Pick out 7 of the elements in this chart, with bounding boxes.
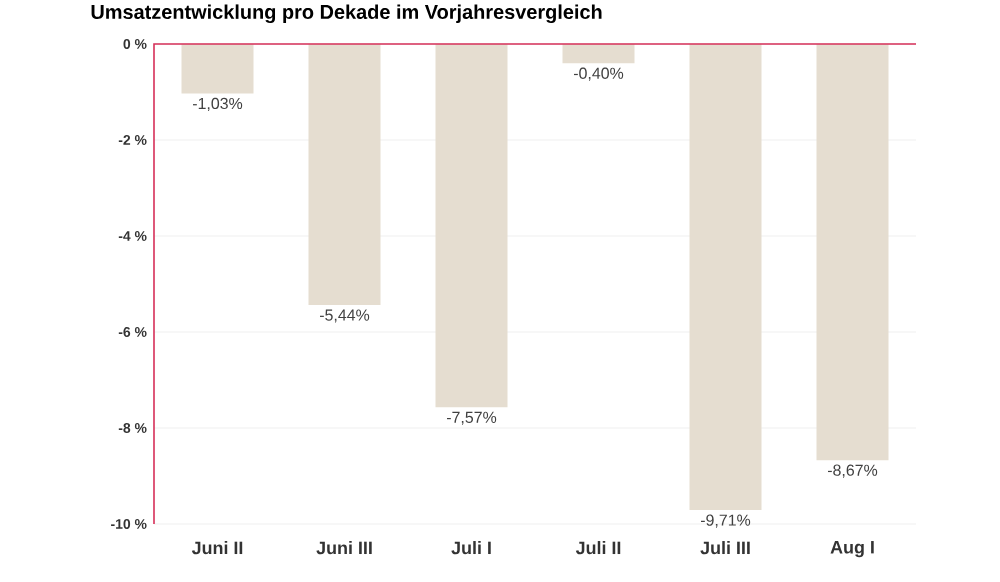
x-tick-label: Juni III bbox=[316, 541, 372, 555]
x-tick-label: Juli III bbox=[700, 541, 750, 555]
chart-title: Umsatzentwicklung pro Dekade im Vorjahresvergleich bbox=[91, 4, 602, 24]
x-tick-label: Juli I bbox=[451, 541, 491, 555]
x-tick-label: Aug I bbox=[830, 541, 874, 558]
x-tick-label: Juni II bbox=[191, 541, 243, 555]
x-tick-label: Juli II bbox=[575, 541, 621, 555]
